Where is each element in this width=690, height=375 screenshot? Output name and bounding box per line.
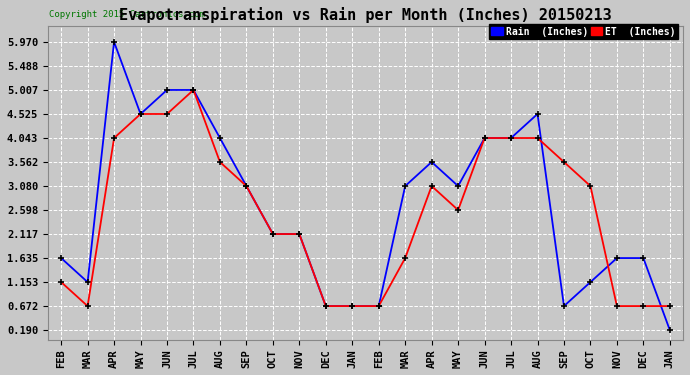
Legend: Rain  (Inches), ET  (Inches): Rain (Inches), ET (Inches) <box>489 24 678 39</box>
Text: Copyright 2015 Cartronics.com: Copyright 2015 Cartronics.com <box>48 10 204 19</box>
Title: Evapotranspiration vs Rain per Month (Inches) 20150213: Evapotranspiration vs Rain per Month (In… <box>119 7 612 23</box>
